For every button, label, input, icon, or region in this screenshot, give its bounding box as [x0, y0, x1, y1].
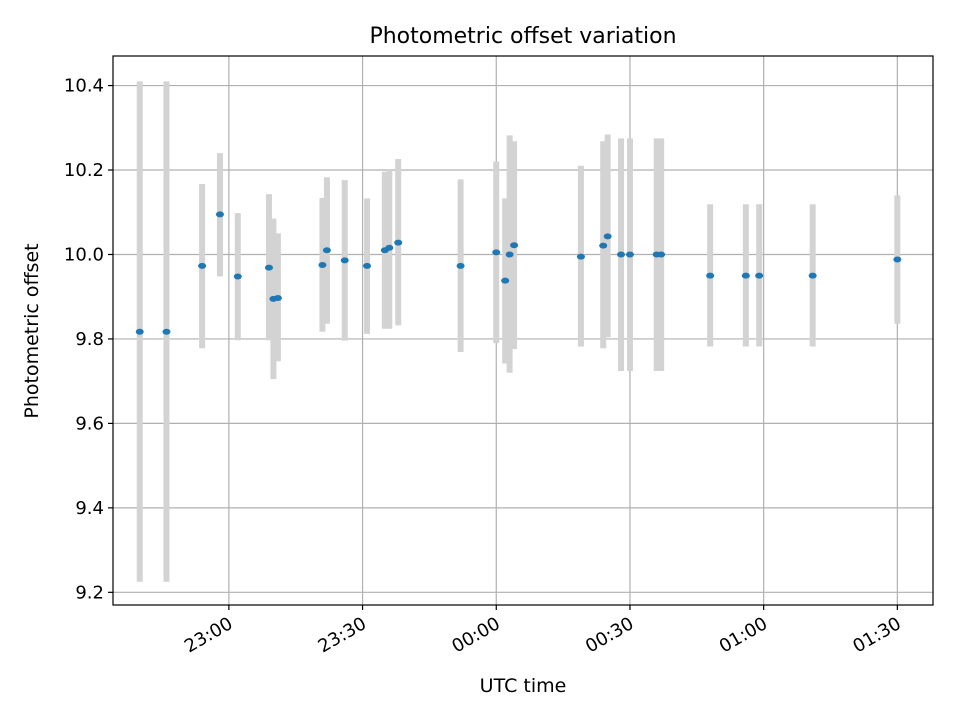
data-point — [135, 328, 144, 335]
data-point — [617, 251, 626, 258]
data-point — [510, 242, 519, 249]
data-point — [233, 273, 242, 280]
data-point — [603, 233, 612, 240]
data-point — [215, 211, 224, 218]
grid-lines — [113, 56, 933, 605]
y-tick-label: 9.6 — [75, 413, 104, 434]
y-axis-ticks: 9.2 9.4 9.6 9.8 10.0 10.2 10.4 — [64, 76, 113, 603]
chart-title: Photometric offset variation — [369, 24, 676, 49]
y-axis-label: Photometric offset — [21, 243, 43, 418]
data-point — [394, 239, 403, 246]
data-point — [625, 251, 634, 258]
data-point — [322, 247, 331, 254]
data-point — [501, 277, 510, 284]
data-point — [363, 262, 372, 269]
y-tick-label: 9.8 — [75, 329, 104, 350]
data-point — [198, 262, 207, 269]
data-point — [385, 244, 394, 251]
data-point — [456, 262, 465, 269]
plot-frame — [112, 55, 934, 606]
data-points — [135, 211, 902, 335]
y-tick-label: 9.2 — [75, 582, 104, 603]
data-point — [492, 249, 501, 256]
y-tick-label: 9.4 — [75, 498, 104, 519]
y-tick-label: 10.2 — [64, 160, 104, 181]
y-tick-label: 10.4 — [64, 76, 104, 97]
data-point — [706, 272, 715, 279]
data-point — [893, 256, 902, 263]
data-point — [340, 257, 349, 264]
data-point — [755, 272, 764, 279]
x-axis-label: UTC time — [480, 675, 567, 697]
y-tick-label: 10.0 — [64, 244, 104, 265]
data-point — [741, 272, 750, 279]
data-point — [657, 251, 666, 258]
data-point — [264, 264, 273, 271]
data-point — [505, 251, 514, 258]
data-point — [576, 253, 585, 260]
data-point — [599, 242, 608, 249]
data-point — [273, 294, 282, 301]
data-point — [318, 262, 327, 269]
data-point — [162, 328, 171, 335]
data-point — [808, 272, 817, 279]
